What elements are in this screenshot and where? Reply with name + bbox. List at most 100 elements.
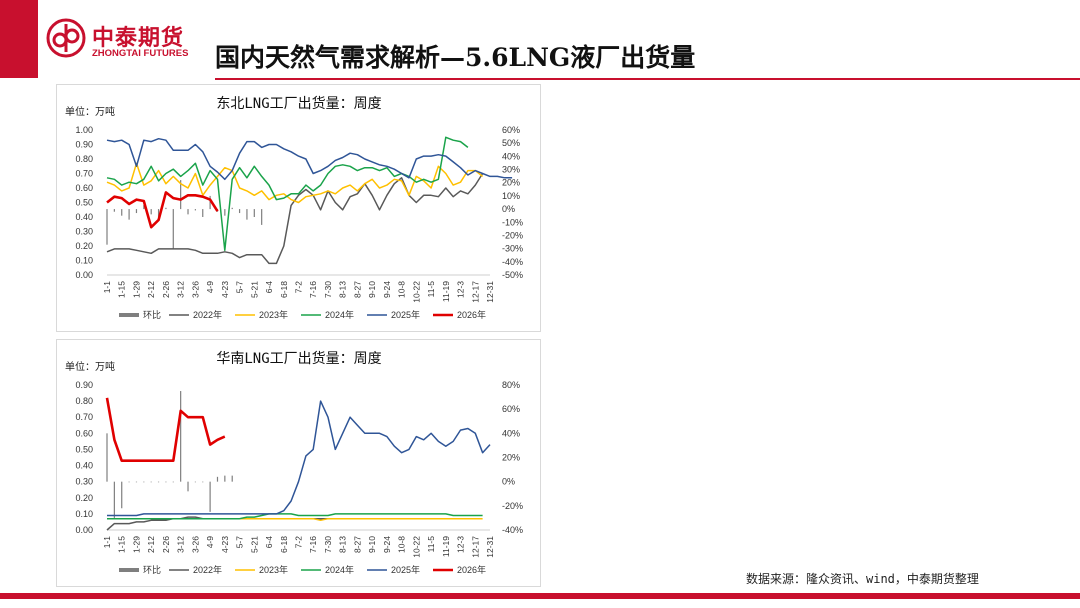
legend-label: 2026年 <box>457 564 486 575</box>
x-tick-label: 1-29 <box>131 281 141 298</box>
x-tick-label: 10-22 <box>411 536 421 558</box>
legend-item-2024: 2024年 <box>301 309 354 320</box>
legend-item-2026: 2026年 <box>433 309 486 320</box>
mom-bar <box>231 207 233 210</box>
x-tick-label: 1-1 <box>102 536 112 549</box>
y-tick-label: 0.70 <box>75 169 93 179</box>
mom-bar <box>202 209 204 217</box>
x-tick-label: 12-17 <box>470 536 480 558</box>
y2-tick-label: 0% <box>502 204 515 214</box>
legend-item-2023: 2023年 <box>235 564 288 575</box>
x-tick-label: 10-22 <box>411 281 421 303</box>
y-tick-label: 0.20 <box>75 241 93 251</box>
x-tick-label: 7-16 <box>308 536 318 553</box>
y2-tick-label: 30% <box>502 165 520 175</box>
mom-bar <box>231 475 233 482</box>
mom-bar <box>238 209 241 214</box>
legend-item-2025: 2025年 <box>367 564 420 575</box>
legend-label: 2022年 <box>193 564 222 575</box>
y2-tick-label: 20% <box>502 453 520 463</box>
x-tick-label: 12-31 <box>485 281 495 303</box>
mom-bar <box>224 209 226 216</box>
y-tick-label: 0.00 <box>75 525 93 535</box>
x-tick-label: 9-24 <box>382 281 392 298</box>
x-tick-label: 1-29 <box>131 536 141 553</box>
x-tick-label: 11-5 <box>426 281 436 298</box>
x-tick-label: 10-8 <box>397 281 407 298</box>
x-tick-label: 4-9 <box>205 536 215 549</box>
x-tick-label: 8-13 <box>338 536 348 553</box>
x-tick-label: 3-12 <box>176 281 186 298</box>
mom-bar <box>253 209 255 217</box>
y-tick-label: 0.80 <box>75 396 93 406</box>
x-tick-label: 6-18 <box>279 536 289 553</box>
x-tick-label: 5-7 <box>235 281 245 294</box>
mom-bar <box>121 209 123 216</box>
x-tick-label: 10-8 <box>397 536 407 553</box>
x-tick-label: 7-2 <box>294 281 304 294</box>
y2-tick-label: -10% <box>502 217 523 227</box>
y2-tick-label: -50% <box>502 270 523 280</box>
y-tick-label: 0.90 <box>75 380 93 390</box>
y-tick-label: 0.80 <box>75 154 93 164</box>
mom-bar <box>106 433 108 482</box>
mom-bar <box>180 391 182 482</box>
x-tick-label: 1-1 <box>102 281 112 294</box>
y2-tick-label: 40% <box>502 428 520 438</box>
legend-item-mom: 环比 <box>119 309 161 320</box>
series-line-2022 <box>106 173 484 265</box>
legend-label: 2026年 <box>457 309 486 320</box>
x-tick-label: 5-21 <box>249 281 259 298</box>
south-chart-panel: 华南LNG工厂出货量：周度 单位：万吨 0.00 0.10 0.20 0.30 0.40 0.… <box>56 339 541 587</box>
legend-label: 2025年 <box>391 309 420 320</box>
x-tick-label: 12-3 <box>456 281 466 298</box>
chart-title: 华南LNG工厂出货量：周度 <box>216 350 381 367</box>
legend-label: 2023年 <box>259 564 288 575</box>
y2-tick-label: 80% <box>502 380 520 390</box>
x-tick-label: 11-19 <box>441 281 451 302</box>
x-tick-label: 7-2 <box>294 536 304 549</box>
x-tick-label: 2-12 <box>146 281 156 298</box>
mom-bar <box>113 209 115 212</box>
x-tick-label: 1-15 <box>117 536 127 553</box>
legend-label: 2022年 <box>193 309 222 320</box>
mom-bar <box>194 209 196 211</box>
footer-divider <box>0 593 1080 599</box>
page-title: 国内天然气需求解析—5.6LNG液厂出货量 <box>215 43 696 72</box>
mom-bar <box>150 209 152 215</box>
y2-tick-label: -30% <box>502 244 523 254</box>
x-tick-label: 12-31 <box>485 536 495 558</box>
x-tick-label: 7-30 <box>323 281 333 298</box>
legend-swatch <box>119 568 139 572</box>
y2-tick-label: 50% <box>502 138 520 148</box>
chart-unit-label: 单位：万吨 <box>65 105 115 118</box>
legend-swatch <box>119 313 139 317</box>
x-tick-label: 8-27 <box>352 536 362 553</box>
y-tick-label: 0.70 <box>75 412 93 422</box>
y-tick-label: 0.50 <box>75 444 93 454</box>
mom-bar <box>180 180 182 210</box>
y-tick-label: 0.20 <box>75 493 93 503</box>
zhongtai-logo-icon <box>46 18 86 58</box>
series-line-2023 <box>106 162 484 204</box>
y-tick-label: 0.10 <box>75 509 93 519</box>
x-tick-label: 5-21 <box>249 536 259 553</box>
mom-bar <box>246 209 248 220</box>
y2-tick-label: 20% <box>502 178 520 188</box>
y2-tick-label: 10% <box>502 191 520 201</box>
mom-bar <box>187 209 189 215</box>
mom-bar <box>165 481 167 483</box>
x-tick-label: 12-3 <box>456 536 466 553</box>
mom-bar <box>209 195 211 210</box>
series-mom-bars <box>106 180 263 249</box>
mom-bar <box>135 481 138 483</box>
y2-tick-label: -20% <box>502 501 523 511</box>
mom-bar <box>172 481 174 483</box>
brand-name-cn: 中泰期货 <box>92 26 185 51</box>
series-line-2026 <box>105 397 226 462</box>
y2-tick-label: -20% <box>502 230 523 240</box>
legend-label: 2024年 <box>325 564 354 575</box>
brand-name-en: ZHONGTAI FUTURES <box>92 48 189 59</box>
chart-title: 东北LNG工厂出货量：周度 <box>216 95 381 112</box>
